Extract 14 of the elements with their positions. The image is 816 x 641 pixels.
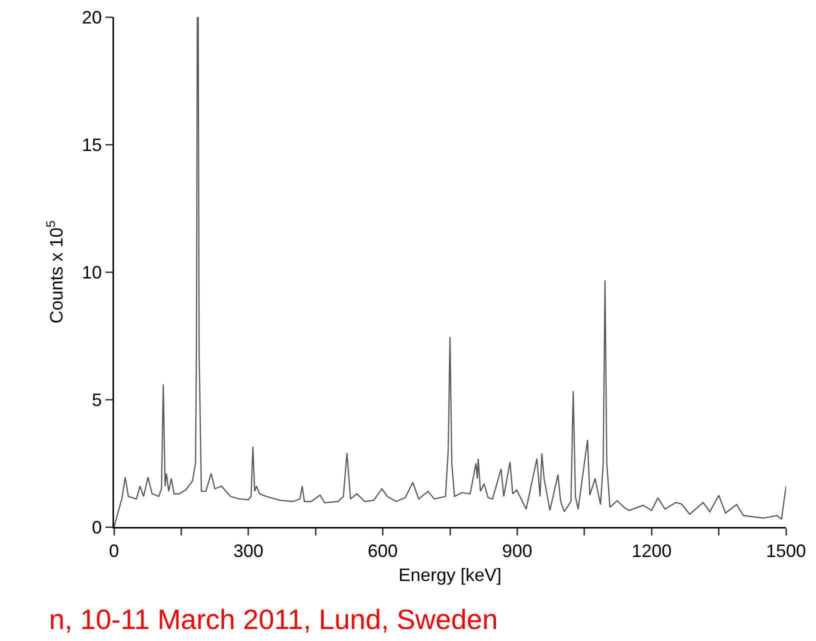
- y-tick-label: 15: [82, 134, 102, 155]
- y-tick-label: 20: [82, 7, 102, 28]
- y-tick-label: 10: [82, 262, 102, 282]
- line-series: [114, 17, 786, 527]
- x-tick-label: 1200: [632, 541, 672, 562]
- x-tick-label: 600: [368, 541, 398, 562]
- y-tick-label: 5: [92, 390, 102, 410]
- text: n, 10-11 March 2011, Lund, Sweden: [49, 604, 498, 635]
- x-tick-label: 300: [233, 541, 264, 562]
- x-tick-label: 0: [108, 541, 120, 562]
- x-axis-title: Energy [keV]: [398, 564, 502, 585]
- y-tick-label: 0: [92, 517, 102, 538]
- x-tick-label: 1500: [766, 541, 806, 562]
- x-tick-label: 900: [502, 541, 532, 562]
